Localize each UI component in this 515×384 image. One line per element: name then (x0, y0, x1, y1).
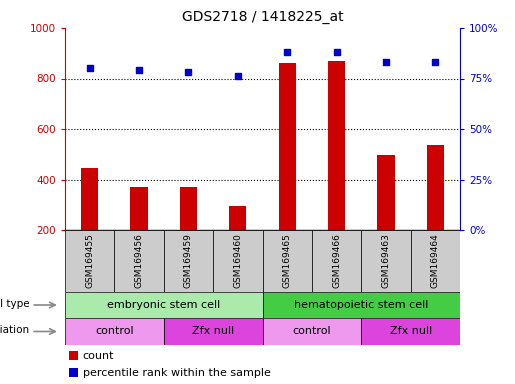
Bar (65, 230, 114, 292)
Point (431, 59, 439, 65)
Bar (361, 230, 410, 292)
Bar (69, 368, 78, 377)
Text: Zfx null: Zfx null (389, 326, 432, 336)
Bar (229, 206, 247, 230)
Bar (263, 230, 312, 292)
Point (135, 67, 143, 73)
Text: count: count (83, 351, 114, 361)
Bar (130, 187, 148, 230)
Bar (361, 318, 460, 345)
Bar (377, 155, 394, 230)
Point (184, 70, 193, 76)
Bar (279, 63, 296, 230)
Bar (263, 292, 460, 318)
Text: GSM169460: GSM169460 (233, 233, 243, 288)
Bar (213, 230, 263, 292)
Text: hematopoietic stem cell: hematopoietic stem cell (294, 300, 428, 310)
Text: GSM169464: GSM169464 (431, 233, 440, 288)
Bar (69, 351, 78, 360)
Bar (312, 230, 361, 292)
Text: GSM169466: GSM169466 (332, 233, 341, 288)
Bar (263, 318, 361, 345)
Bar (65, 318, 164, 345)
Text: genotype/variation: genotype/variation (0, 325, 29, 335)
Text: embryonic stem cell: embryonic stem cell (107, 300, 220, 310)
Text: percentile rank within the sample: percentile rank within the sample (83, 368, 271, 378)
Bar (81, 168, 98, 230)
Text: Zfx null: Zfx null (192, 326, 234, 336)
Point (234, 73, 242, 79)
Text: cell type: cell type (0, 299, 29, 309)
Bar (410, 230, 460, 292)
Point (382, 59, 390, 65)
Bar (164, 318, 263, 345)
Text: GSM169456: GSM169456 (134, 233, 144, 288)
Point (333, 49, 341, 55)
Bar (180, 187, 197, 230)
Point (85, 65, 94, 71)
Bar (114, 230, 164, 292)
Text: control: control (95, 326, 134, 336)
Bar (426, 145, 444, 230)
Bar (164, 230, 213, 292)
Text: GSM169459: GSM169459 (184, 233, 193, 288)
Bar (65, 292, 263, 318)
Text: GSM169465: GSM169465 (283, 233, 291, 288)
Title: GDS2718 / 1418225_at: GDS2718 / 1418225_at (182, 10, 344, 24)
Text: control: control (293, 326, 331, 336)
Bar (328, 61, 345, 230)
Text: GSM169455: GSM169455 (85, 233, 94, 288)
Point (283, 49, 291, 55)
Text: GSM169463: GSM169463 (382, 233, 390, 288)
